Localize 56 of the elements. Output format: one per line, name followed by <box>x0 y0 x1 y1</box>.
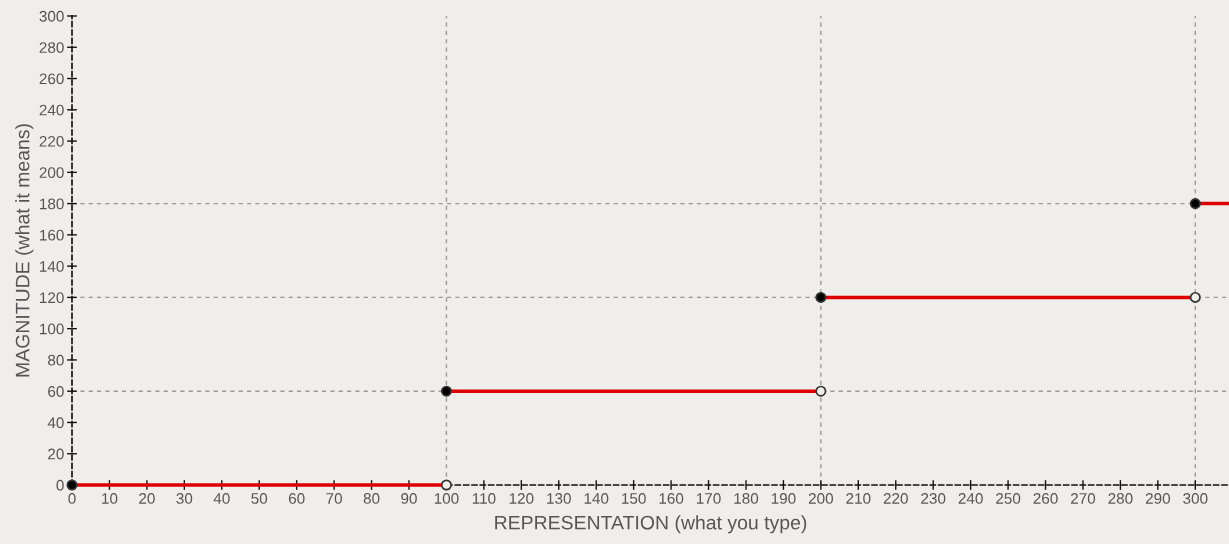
y-tick-label: 240 <box>39 104 64 116</box>
y-tick-label: 140 <box>40 261 64 272</box>
y-tick-label: 180 <box>40 198 64 210</box>
x-tick-label: 100 <box>434 493 459 504</box>
y-tick-label: 60 <box>48 386 64 397</box>
x-tick-label: 200 <box>808 493 834 504</box>
y-tick-label: 220 <box>39 135 64 147</box>
x-tick-label: 220 <box>883 493 908 504</box>
y-tick-label: 0 <box>56 479 64 491</box>
x-tick-label: 290 <box>1145 493 1171 504</box>
y-tick-label: 40 <box>47 417 64 429</box>
x-tick-label: 10 <box>102 493 118 504</box>
point <box>440 385 452 397</box>
x-tick-label: 60 <box>288 493 305 504</box>
y-tick-label: 20 <box>48 448 64 460</box>
y-axis-title: MAGNITUDE (what it means) <box>15 124 34 377</box>
x-tick-label: 90 <box>401 493 417 504</box>
x-tick-label: 110 <box>472 493 496 504</box>
x-tick-label: 40 <box>213 493 230 504</box>
x-tick-label: 190 <box>771 493 796 504</box>
x-tick-label: 80 <box>363 493 380 504</box>
x-tick-label: 230 <box>921 493 946 504</box>
y-tick-label: 160 <box>40 229 64 241</box>
x-tick-label: 250 <box>996 493 1021 504</box>
x-tick-label: 210 <box>846 493 871 504</box>
y-tick-label: 280 <box>39 42 64 53</box>
y-tick-label: 80 <box>48 354 64 366</box>
x-tick-label: 300 <box>1183 493 1208 504</box>
point <box>1189 198 1201 210</box>
x-tick-label: 180 <box>734 493 759 504</box>
x-tick-label: 150 <box>622 493 646 504</box>
x-axis-title: REPRESENTATION (what you type) <box>495 515 807 534</box>
x-tick-label: 140 <box>584 493 609 504</box>
y-tick-label: 300 <box>39 10 64 22</box>
x-tick-label: 160 <box>659 493 684 504</box>
x-tick-label: 260 <box>1033 493 1058 504</box>
x-tick-label: 30 <box>176 493 193 504</box>
x-tick-label: 270 <box>1071 493 1096 504</box>
point <box>66 479 78 491</box>
x-tick-label: 240 <box>958 493 983 504</box>
point <box>440 479 452 491</box>
x-tick-label: 280 <box>1108 493 1133 504</box>
x-tick-label: 170 <box>696 493 721 504</box>
x-tick-label: 0 <box>68 493 76 504</box>
point <box>815 385 827 397</box>
x-tick-label: 70 <box>326 493 342 504</box>
y-tick-label: 260 <box>39 73 64 85</box>
point <box>1189 291 1201 303</box>
y-tick-label: 120 <box>40 292 64 304</box>
x-tick-label: 130 <box>547 493 571 504</box>
x-tick-label: 120 <box>509 493 534 504</box>
x-tick-label: 20 <box>139 493 155 504</box>
point <box>815 291 827 303</box>
x-tick-label: 50 <box>251 493 268 504</box>
y-tick-label: 200 <box>39 167 64 179</box>
y-tick-label: 100 <box>40 323 64 335</box>
